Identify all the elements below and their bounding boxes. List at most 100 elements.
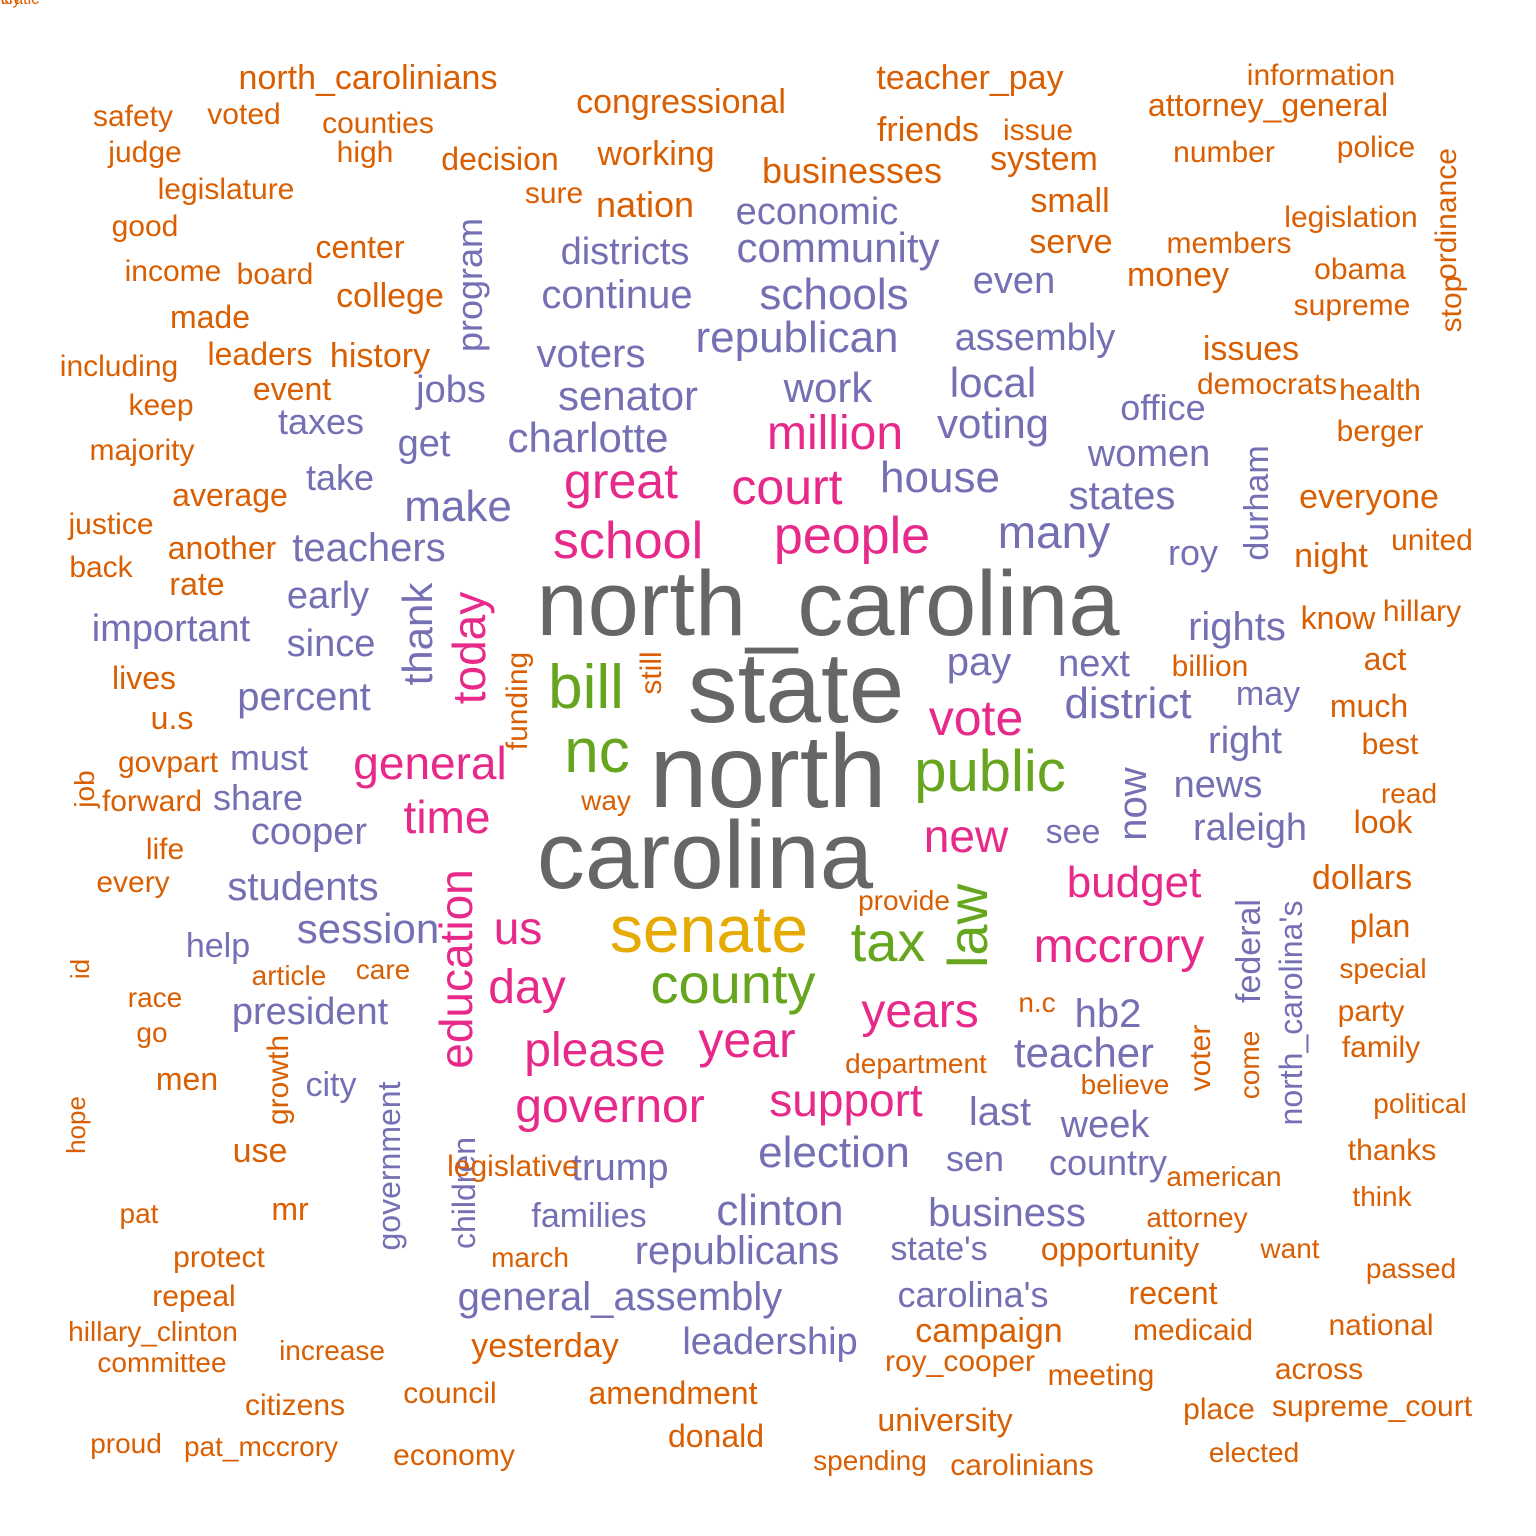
word-governor: governor	[515, 1080, 705, 1133]
word-now: now	[1111, 767, 1155, 841]
word-continue: continue	[541, 273, 693, 317]
word-district: district	[1064, 679, 1192, 728]
word-work: work	[783, 364, 873, 411]
word-every: every	[96, 866, 170, 899]
word-number: number	[1173, 136, 1275, 169]
word-rights: rights	[1188, 605, 1286, 649]
word-money: money	[1126, 256, 1230, 294]
word-judge: judge	[108, 136, 182, 169]
word-counties: counties	[322, 107, 434, 140]
word-members: members	[1166, 227, 1292, 260]
word-house: house	[880, 453, 1000, 502]
word-voting: voting	[936, 400, 1050, 447]
word-friends: friends	[876, 111, 980, 149]
word-thank: thank	[394, 582, 441, 686]
word-information: information	[1246, 59, 1396, 92]
word-schools: schools	[759, 270, 909, 319]
word-families: families	[531, 1197, 647, 1235]
word-system: system	[990, 140, 1098, 178]
word-roy-cooper: roy_cooper	[884, 1345, 1036, 1378]
word-last: last	[968, 1090, 1032, 1134]
word-read: read	[1380, 778, 1438, 809]
word-stop: stop	[1435, 275, 1468, 333]
word-tax: tax	[850, 910, 926, 973]
word-made: made	[169, 299, 251, 335]
word-legislation: legislation	[1284, 201, 1418, 234]
word-national: national	[1328, 1309, 1434, 1342]
word-provide: provide	[858, 885, 950, 916]
word-government: government	[371, 1081, 407, 1251]
word-know: know	[1300, 600, 1376, 636]
word-sen: sen	[945, 1138, 1005, 1179]
word-another: another	[167, 530, 277, 566]
word-news: news	[1173, 764, 1263, 806]
word-proud: proud	[90, 1428, 162, 1459]
word-senator: senator	[557, 372, 699, 419]
word-county: county	[650, 952, 816, 1015]
word-people: people	[773, 507, 931, 565]
word-look: look	[1353, 804, 1413, 840]
word-business: business	[928, 1191, 1086, 1235]
word-policy: policy	[0, 0, 20, 8]
word-general-assembly: general_assembly	[457, 1275, 783, 1319]
word-get: get	[397, 423, 451, 465]
word-go: go	[136, 1017, 168, 1048]
word-ordinance: ordinance	[1430, 148, 1463, 280]
word-voter: voter	[1184, 1024, 1217, 1092]
word-women: women	[1087, 433, 1211, 475]
word-durham: durham	[1238, 445, 1276, 561]
word-dollars: dollars	[1311, 859, 1413, 897]
word-everyone: everyone	[1299, 478, 1439, 516]
word-serve: serve	[1029, 223, 1113, 261]
word-general: general	[353, 737, 507, 789]
word-night: night	[1294, 537, 1368, 575]
word-council: council	[403, 1377, 497, 1410]
word-mr: mr	[271, 1191, 309, 1227]
word-health: health	[1339, 374, 1421, 407]
word-men: men	[155, 1061, 219, 1097]
word-n-c: n.c	[1018, 987, 1056, 1018]
word-plan: plan	[1349, 908, 1411, 944]
word-president: president	[231, 991, 389, 1033]
word-session: session	[296, 905, 440, 952]
word-years: years	[861, 985, 979, 1038]
word-way: way	[581, 785, 631, 816]
word-trump: trump	[571, 1147, 669, 1189]
word-thanks: thanks	[1347, 1134, 1437, 1167]
word-donald: donald	[667, 1418, 765, 1454]
word-history: history	[329, 337, 431, 375]
word-voters: voters	[536, 332, 646, 376]
word-berger: berger	[1336, 415, 1424, 448]
word-lives: lives	[111, 660, 177, 696]
word-community: community	[736, 224, 940, 271]
word-opportunity: opportunity	[1040, 1231, 1200, 1267]
word-family: family	[1341, 1031, 1421, 1064]
word-supreme-court: supreme_court	[1271, 1390, 1473, 1423]
word-economic: economic	[735, 191, 899, 233]
word-political: political	[1373, 1088, 1467, 1119]
word-teacher-pay: teacher_pay	[876, 59, 1064, 97]
word-department: department	[845, 1048, 987, 1079]
word-republican: republican	[695, 313, 899, 362]
word-state: state	[687, 632, 905, 744]
word-leaders: leaders	[207, 336, 313, 372]
word-justice: justice	[68, 508, 154, 541]
word-hope: hope	[61, 1096, 91, 1154]
word-country: country	[1048, 1142, 1168, 1183]
word-public: public	[914, 739, 1066, 804]
word-please: please	[524, 1024, 666, 1077]
word-race: race	[127, 982, 183, 1013]
word-north-carolina: north_carolina	[536, 553, 1120, 655]
word-spending: spending	[813, 1445, 927, 1476]
word-raleigh: raleigh	[1192, 807, 1308, 849]
word-supreme: supreme	[1293, 289, 1411, 322]
word-percent: percent	[237, 675, 371, 719]
word-average: average	[172, 477, 288, 513]
word-republicans: republicans	[634, 1229, 840, 1273]
word-event: event	[252, 371, 332, 407]
word-bill: bill	[548, 653, 624, 722]
word-march: march	[491, 1242, 569, 1273]
word-see: see	[1045, 813, 1101, 851]
word-attorney-general: attorney_general	[1147, 87, 1389, 123]
word-north-carolinians: north_carolinians	[238, 59, 498, 97]
